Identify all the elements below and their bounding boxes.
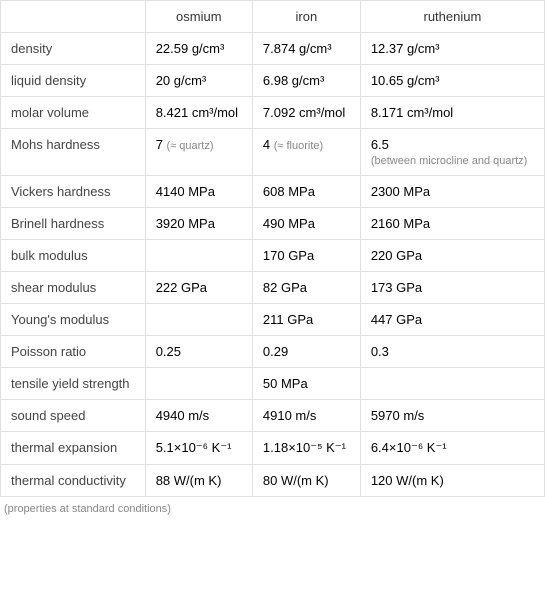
cell-note: (≈ fluorite) <box>274 140 323 152</box>
cell-ruthenium: 447 GPa <box>360 304 544 336</box>
row-label: tensile yield strength <box>1 368 146 400</box>
cell-iron: 170 GPa <box>252 240 360 272</box>
row-label: Young's modulus <box>1 304 146 336</box>
cell-iron: 82 GPa <box>252 272 360 304</box>
cell-iron: 7.874 g/cm³ <box>252 33 360 65</box>
cell-value: 4 <box>263 137 274 152</box>
table-row: tensile yield strength 50 MPa <box>1 368 545 400</box>
row-label: shear modulus <box>1 272 146 304</box>
cell-osmium: 22.59 g/cm³ <box>145 33 252 65</box>
cell-note: (≈ quartz) <box>167 140 214 152</box>
table-row: sound speed 4940 m/s 4910 m/s 5970 m/s <box>1 400 545 432</box>
header-blank <box>1 1 146 33</box>
cell-ruthenium: 6.4×10⁻⁶ K⁻¹ <box>360 432 544 465</box>
table-row: molar volume 8.421 cm³/mol 7.092 cm³/mol… <box>1 97 545 129</box>
cell-ruthenium: 2160 MPa <box>360 208 544 240</box>
row-label: thermal conductivity <box>1 465 146 497</box>
cell-osmium: 7 (≈ quartz) <box>145 129 252 176</box>
cell-value: 7 <box>156 137 167 152</box>
cell-osmium <box>145 368 252 400</box>
footnote: (properties at standard conditions) <box>0 497 545 521</box>
row-label: bulk modulus <box>1 240 146 272</box>
cell-iron: 1.18×10⁻⁵ K⁻¹ <box>252 432 360 465</box>
cell-osmium: 5.1×10⁻⁶ K⁻¹ <box>145 432 252 465</box>
row-label: sound speed <box>1 400 146 432</box>
table-row: shear modulus 222 GPa 82 GPa 173 GPa <box>1 272 545 304</box>
cell-osmium <box>145 240 252 272</box>
cell-iron: 6.98 g/cm³ <box>252 65 360 97</box>
table-row: Young's modulus 211 GPa 447 GPa <box>1 304 545 336</box>
cell-ruthenium: 173 GPa <box>360 272 544 304</box>
table-row: liquid density 20 g/cm³ 6.98 g/cm³ 10.65… <box>1 65 545 97</box>
table-row: thermal expansion 5.1×10⁻⁶ K⁻¹ 1.18×10⁻⁵… <box>1 432 545 465</box>
table-row: Poisson ratio 0.25 0.29 0.3 <box>1 336 545 368</box>
cell-iron: 490 MPa <box>252 208 360 240</box>
cell-ruthenium: 8.171 cm³/mol <box>360 97 544 129</box>
cell-osmium: 0.25 <box>145 336 252 368</box>
row-label: thermal expansion <box>1 432 146 465</box>
row-label: density <box>1 33 146 65</box>
cell-ruthenium <box>360 368 544 400</box>
header-ruthenium: ruthenium <box>360 1 544 33</box>
cell-iron: 4 (≈ fluorite) <box>252 129 360 176</box>
cell-osmium: 20 g/cm³ <box>145 65 252 97</box>
cell-osmium: 4140 MPa <box>145 176 252 208</box>
cell-osmium: 3920 MPa <box>145 208 252 240</box>
cell-iron: 211 GPa <box>252 304 360 336</box>
cell-iron: 50 MPa <box>252 368 360 400</box>
cell-ruthenium: 2300 MPa <box>360 176 544 208</box>
table-row: Brinell hardness 3920 MPa 490 MPa 2160 M… <box>1 208 545 240</box>
cell-iron: 7.092 cm³/mol <box>252 97 360 129</box>
row-label: liquid density <box>1 65 146 97</box>
cell-osmium <box>145 304 252 336</box>
row-label: Poisson ratio <box>1 336 146 368</box>
table-body: density 22.59 g/cm³ 7.874 g/cm³ 12.37 g/… <box>1 33 545 497</box>
properties-table: osmium iron ruthenium density 22.59 g/cm… <box>0 0 545 497</box>
cell-iron: 4910 m/s <box>252 400 360 432</box>
table-row: Mohs hardness 7 (≈ quartz) 4 (≈ fluorite… <box>1 129 545 176</box>
row-label: molar volume <box>1 97 146 129</box>
cell-osmium: 222 GPa <box>145 272 252 304</box>
row-label: Brinell hardness <box>1 208 146 240</box>
cell-ruthenium: 10.65 g/cm³ <box>360 65 544 97</box>
cell-ruthenium: 5970 m/s <box>360 400 544 432</box>
table-row: thermal conductivity 88 W/(m K) 80 W/(m … <box>1 465 545 497</box>
cell-ruthenium: 220 GPa <box>360 240 544 272</box>
table-row: density 22.59 g/cm³ 7.874 g/cm³ 12.37 g/… <box>1 33 545 65</box>
cell-ruthenium: 12.37 g/cm³ <box>360 33 544 65</box>
cell-note: (between microcline and quartz) <box>371 155 528 167</box>
header-row: osmium iron ruthenium <box>1 1 545 33</box>
cell-osmium: 4940 m/s <box>145 400 252 432</box>
cell-iron: 608 MPa <box>252 176 360 208</box>
cell-ruthenium: 120 W/(m K) <box>360 465 544 497</box>
table-row: Vickers hardness 4140 MPa 608 MPa 2300 M… <box>1 176 545 208</box>
table-row: bulk modulus 170 GPa 220 GPa <box>1 240 545 272</box>
cell-osmium: 88 W/(m K) <box>145 465 252 497</box>
cell-ruthenium: 6.5 (between microcline and quartz) <box>360 129 544 176</box>
cell-iron: 0.29 <box>252 336 360 368</box>
cell-value: 6.5 <box>371 137 389 152</box>
cell-ruthenium: 0.3 <box>360 336 544 368</box>
cell-iron: 80 W/(m K) <box>252 465 360 497</box>
row-label: Vickers hardness <box>1 176 146 208</box>
header-iron: iron <box>252 1 360 33</box>
cell-osmium: 8.421 cm³/mol <box>145 97 252 129</box>
row-label: Mohs hardness <box>1 129 146 176</box>
header-osmium: osmium <box>145 1 252 33</box>
